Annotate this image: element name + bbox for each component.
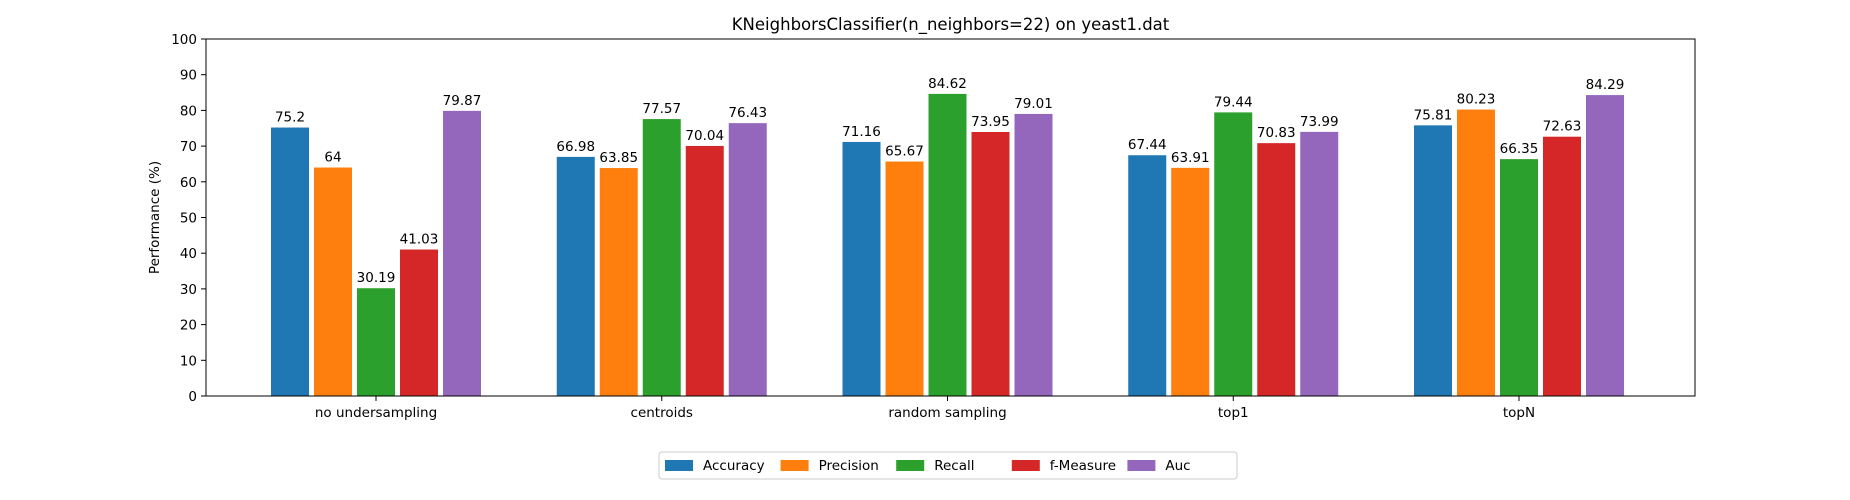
legend-label: Recall — [934, 458, 974, 474]
y-tick-label: 40 — [180, 246, 197, 262]
data-label: 63.85 — [599, 150, 638, 166]
data-label: 75.81 — [1414, 107, 1453, 123]
data-label: 77.57 — [642, 101, 681, 117]
data-label: 67.44 — [1128, 137, 1167, 153]
bar — [556, 156, 595, 396]
data-label: 79.44 — [1214, 94, 1253, 110]
data-label: 75.2 — [275, 110, 305, 126]
x-tick-label: no undersampling — [315, 405, 437, 421]
legend-swatch — [896, 460, 925, 471]
y-tick-label: 0 — [188, 389, 197, 405]
bar — [1586, 95, 1624, 396]
bar — [400, 249, 438, 396]
bar — [1414, 125, 1452, 396]
data-label: 66.98 — [556, 139, 595, 155]
data-label: 71.16 — [842, 124, 881, 140]
data-label: 64 — [324, 150, 341, 166]
y-tick-label: 80 — [180, 103, 197, 119]
y-tick-label: 20 — [180, 318, 197, 334]
data-label: 76.43 — [728, 105, 767, 121]
bar — [1171, 167, 1210, 396]
legend-box — [658, 451, 1238, 480]
bar — [1543, 136, 1581, 396]
bar — [1128, 155, 1167, 396]
bar — [928, 93, 967, 396]
bar — [443, 110, 481, 396]
bar — [885, 161, 924, 396]
y-tick-label: 90 — [180, 68, 197, 84]
legend-swatch — [780, 460, 809, 471]
y-tick-label: 70 — [180, 139, 197, 155]
bar — [685, 145, 724, 396]
legend: Accuracy Precision Recall f-Measure Auc — [658, 451, 1238, 480]
legend-label: f-Measure — [1050, 458, 1116, 474]
bar — [842, 141, 881, 396]
data-label: 65.67 — [885, 144, 924, 160]
legend-swatch — [665, 460, 693, 471]
x-tick-label: top1 — [1218, 405, 1249, 421]
bar — [728, 123, 767, 396]
plot-frame — [205, 38, 1696, 397]
data-label: 72.63 — [1543, 119, 1582, 135]
data-label: 79.01 — [1014, 96, 1053, 112]
data-label: 70.83 — [1257, 125, 1296, 141]
x-tick-label: centroids — [631, 405, 693, 421]
data-label: 66.35 — [1500, 141, 1539, 157]
bar — [1300, 131, 1339, 396]
data-label: 63.91 — [1171, 150, 1210, 166]
data-label: 84.62 — [928, 76, 967, 92]
plot-area: 75.2 64 30.19 41.03 79.87 no undersampling 66.… — [171, 32, 1696, 421]
y-tick-label: 50 — [180, 211, 197, 227]
data-label: 84.29 — [1586, 77, 1625, 93]
y-tick-label: 60 — [180, 175, 197, 191]
data-label: 70.04 — [685, 128, 724, 144]
y-tick-label: 100 — [171, 32, 197, 48]
legend-label: Precision — [819, 458, 879, 474]
data-label: 41.03 — [400, 232, 439, 248]
y-tick-label: 10 — [180, 353, 197, 369]
legend-swatch — [1011, 460, 1040, 471]
chart-title: KNeighborsClassifier(n_neighbors=22) on … — [732, 15, 1170, 35]
bar — [971, 131, 1010, 396]
bar — [271, 127, 309, 396]
bar — [599, 168, 638, 396]
legend-swatch — [1127, 460, 1156, 471]
y-tick-label: 30 — [180, 282, 197, 298]
data-label: 73.95 — [971, 114, 1010, 130]
y-axis-label: Performance (%) — [147, 161, 163, 274]
bar — [1457, 109, 1495, 396]
data-label: 80.23 — [1457, 92, 1496, 108]
bar — [1014, 113, 1053, 397]
bar — [357, 288, 395, 396]
data-label: 30.19 — [357, 270, 396, 286]
x-tick-label: random sampling — [888, 405, 1006, 421]
bar — [1500, 159, 1538, 396]
bar — [1257, 143, 1296, 396]
legend-label: Auc — [1165, 458, 1190, 474]
data-label: 79.87 — [443, 93, 482, 109]
data-label: 73.99 — [1300, 114, 1339, 130]
bar — [642, 119, 681, 396]
bar — [314, 167, 352, 396]
bar — [1214, 112, 1253, 396]
x-tick-label: topN — [1503, 405, 1535, 421]
legend-label: Accuracy — [703, 458, 765, 474]
